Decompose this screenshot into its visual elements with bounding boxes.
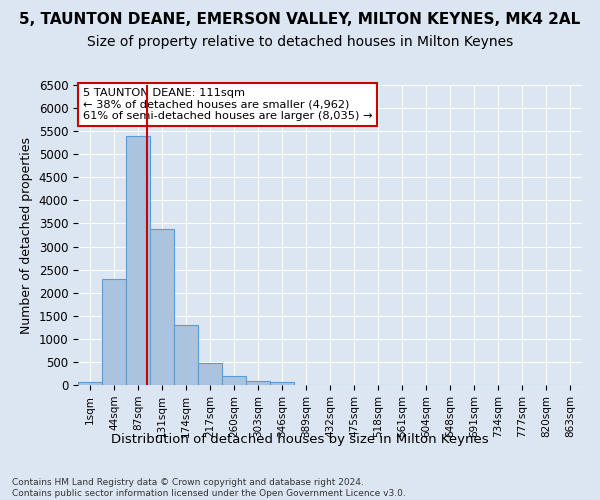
Bar	[222, 376, 246, 385]
Bar	[150, 229, 174, 385]
Y-axis label: Number of detached properties: Number of detached properties	[20, 136, 33, 334]
Text: Contains HM Land Registry data © Crown copyright and database right 2024.
Contai: Contains HM Land Registry data © Crown c…	[12, 478, 406, 498]
Bar	[174, 325, 198, 385]
Text: 5, TAUNTON DEANE, EMERSON VALLEY, MILTON KEYNES, MK4 2AL: 5, TAUNTON DEANE, EMERSON VALLEY, MILTON…	[19, 12, 581, 28]
Bar	[126, 136, 150, 385]
Text: Distribution of detached houses by size in Milton Keynes: Distribution of detached houses by size …	[111, 432, 489, 446]
Bar	[102, 279, 126, 385]
Bar	[78, 382, 102, 385]
Bar	[198, 363, 222, 385]
Text: 5 TAUNTON DEANE: 111sqm
← 38% of detached houses are smaller (4,962)
61% of semi: 5 TAUNTON DEANE: 111sqm ← 38% of detache…	[83, 88, 373, 121]
Bar	[270, 382, 294, 385]
Bar	[246, 381, 270, 385]
Text: Size of property relative to detached houses in Milton Keynes: Size of property relative to detached ho…	[87, 35, 513, 49]
